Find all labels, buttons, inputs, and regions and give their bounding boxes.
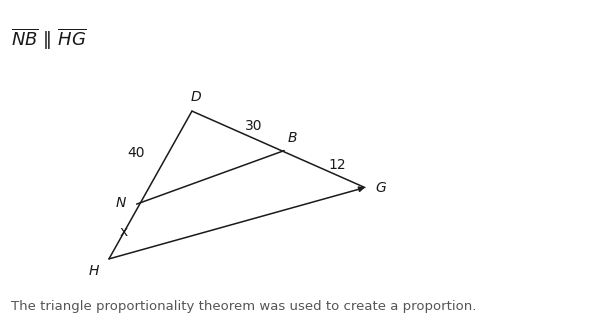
Text: 40: 40 [127,146,145,160]
Text: 30: 30 [245,119,262,133]
Text: D: D [190,90,201,104]
Text: x: x [120,225,128,239]
Text: H: H [89,264,99,278]
Text: The triangle proportionality theorem was used to create a proportion.: The triangle proportionality theorem was… [11,300,476,313]
Text: N: N [116,196,127,210]
Text: $\overline{NB}\ \|\ \overline{HG}$: $\overline{NB}\ \|\ \overline{HG}$ [11,26,87,52]
Text: B: B [288,131,298,145]
Text: G: G [375,180,386,195]
Text: 12: 12 [329,158,346,171]
